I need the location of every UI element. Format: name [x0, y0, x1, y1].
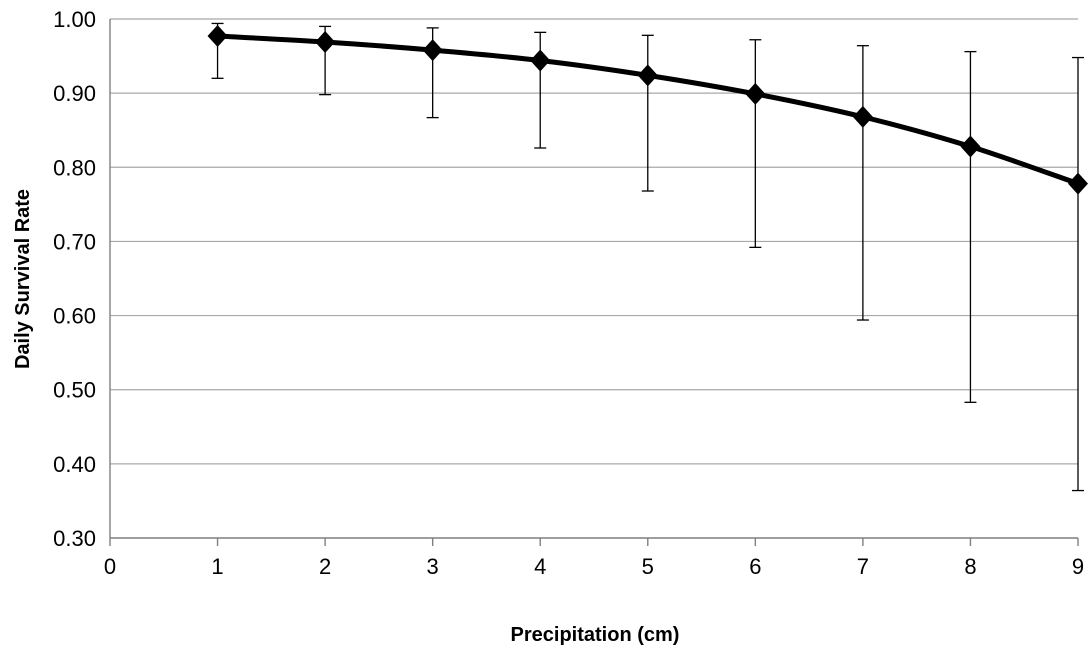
data-point-diamond	[315, 30, 336, 53]
data-point-diamond	[960, 135, 981, 158]
axes	[109, 19, 1079, 546]
y-tick-label: 0.90	[53, 81, 96, 106]
data-point-diamond	[422, 39, 443, 62]
error-bar	[964, 50, 977, 403]
data-point-diamond	[745, 82, 766, 105]
data-points	[207, 25, 1088, 195]
x-tick-label: 1	[211, 554, 223, 579]
y-tick-label: 0.70	[53, 229, 96, 254]
x-tick-labels: 0 1 2 3 4 5 6 7 8 9	[104, 554, 1084, 579]
data-point-diamond	[1068, 172, 1088, 195]
x-tick-label: 2	[319, 554, 331, 579]
data-point-diamond	[852, 105, 873, 128]
x-tick-label: 0	[104, 554, 116, 579]
y-tick-label: 0.40	[53, 452, 96, 477]
x-tick-label: 5	[642, 554, 654, 579]
error-bar	[856, 45, 869, 321]
x-tick-label: 7	[857, 554, 869, 579]
error-bar	[1072, 56, 1084, 492]
x-axis-title: Precipitation (cm)	[511, 624, 680, 646]
y-tick-label: 0.80	[53, 155, 96, 180]
data-point-diamond	[207, 25, 228, 48]
x-tick-label: 8	[964, 554, 976, 579]
data-point-diamond	[530, 49, 551, 72]
x-tick-label: 4	[534, 554, 546, 579]
y-tick-label: 0.30	[53, 526, 96, 551]
x-tick-label: 3	[427, 554, 439, 579]
x-tick-label: 9	[1072, 554, 1084, 579]
data-point-diamond	[637, 64, 658, 87]
y-tick-label: 1.00	[53, 7, 96, 32]
y-axis-title: Daily Survival Rate	[12, 189, 34, 369]
error-bars	[211, 22, 1084, 492]
y-tick-label: 0.50	[53, 378, 96, 403]
x-tick-label: 6	[749, 554, 761, 579]
y-tick-label: 0.60	[53, 304, 96, 329]
y-tick-labels: 0.30 0.40 0.50 0.60 0.70 0.80 0.90 1.00	[53, 7, 96, 551]
gridlines	[110, 18, 1078, 465]
error-bar	[749, 39, 762, 249]
error-bar	[641, 34, 654, 192]
